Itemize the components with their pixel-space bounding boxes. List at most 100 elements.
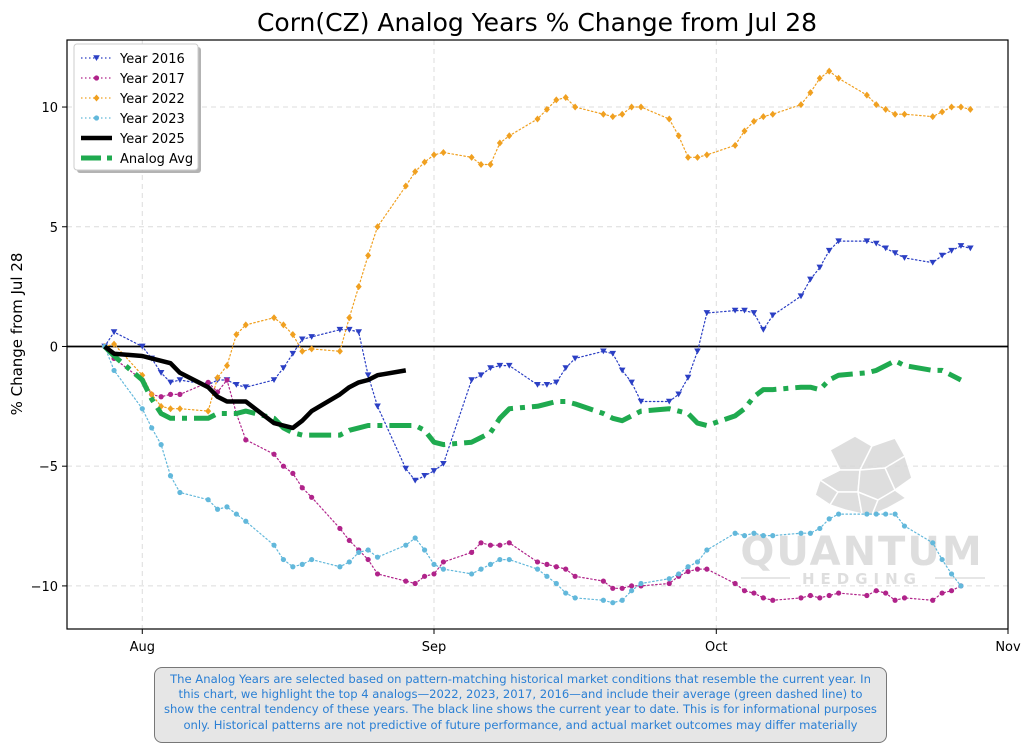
data-point <box>280 463 287 469</box>
data-point <box>403 542 409 548</box>
data-point <box>177 489 183 496</box>
data-point <box>675 132 682 140</box>
legend-label: Year 2023 <box>119 112 185 127</box>
data-point <box>816 74 823 82</box>
data-point <box>769 110 776 118</box>
data-point <box>863 238 871 245</box>
data-point <box>497 556 503 563</box>
data-point <box>817 525 823 532</box>
data-point <box>741 307 748 314</box>
data-point <box>665 398 673 405</box>
y-tick-label: 10 <box>41 101 58 116</box>
data-point <box>901 110 908 118</box>
data-point <box>685 564 691 570</box>
data-point <box>572 103 579 111</box>
data-point <box>562 93 569 101</box>
data-point <box>271 451 277 457</box>
data-point <box>346 559 352 565</box>
data-point <box>666 576 672 582</box>
y-tick-label: 5 <box>50 221 58 236</box>
data-point <box>892 110 899 118</box>
watermark-subtitle: HEDGING <box>802 570 922 588</box>
data-point <box>836 511 842 517</box>
series-year-2023 <box>102 343 964 606</box>
data-point <box>958 583 964 589</box>
series-year-2016 <box>101 238 974 484</box>
data-point <box>356 549 362 555</box>
legend-label: Year 2025 <box>119 132 185 147</box>
data-point <box>836 590 842 596</box>
data-point <box>826 67 833 75</box>
data-point <box>835 238 842 245</box>
data-point <box>610 600 616 606</box>
data-point <box>939 556 945 563</box>
data-point <box>280 365 287 372</box>
data-point <box>685 153 692 161</box>
data-point <box>308 334 315 340</box>
data-point <box>431 571 437 577</box>
data-point <box>835 74 842 82</box>
data-point <box>967 245 974 252</box>
data-point <box>873 101 880 109</box>
data-point <box>506 556 512 563</box>
data-point <box>214 374 221 382</box>
data-point <box>205 407 212 415</box>
series-year-2025 <box>103 344 407 431</box>
data-point <box>938 252 946 259</box>
data-point <box>797 293 805 300</box>
data-point <box>336 326 344 333</box>
data-point <box>825 247 833 254</box>
data-point <box>469 571 475 577</box>
data-point <box>929 113 936 121</box>
data-point <box>478 566 484 572</box>
data-point <box>694 559 701 565</box>
data-point <box>703 151 710 159</box>
data-point <box>299 561 305 567</box>
data-point <box>883 590 889 596</box>
data-point <box>666 580 672 587</box>
data-point <box>290 564 296 570</box>
data-point <box>741 588 748 594</box>
data-point <box>289 331 296 338</box>
data-point <box>93 75 100 81</box>
data-point <box>600 597 606 603</box>
x-tick-label: Nov <box>995 640 1021 655</box>
data-point <box>741 533 748 539</box>
data-point <box>619 585 625 591</box>
data-point <box>901 523 908 529</box>
data-point <box>374 403 381 410</box>
y-ticks: −10 −5 0 5 10 <box>31 101 67 595</box>
data-point <box>901 595 908 601</box>
data-point <box>807 89 814 97</box>
data-point <box>205 497 211 503</box>
data-point <box>431 561 437 567</box>
data-point <box>271 314 278 322</box>
x-ticks: Aug Sep Oct Nov <box>130 629 1021 655</box>
data-point <box>337 525 343 532</box>
watermark-name: QUANTUM <box>740 529 983 575</box>
data-point <box>309 556 315 563</box>
legend-label: Year 2016 <box>119 52 185 67</box>
legend-entry: Year 2016 <box>81 52 185 67</box>
data-point <box>929 259 937 266</box>
data-point <box>638 580 644 587</box>
data-point <box>544 561 550 567</box>
data-point <box>948 571 955 577</box>
data-point <box>93 115 100 121</box>
data-point <box>223 362 230 370</box>
data-point <box>271 542 277 548</box>
data-point <box>864 592 870 599</box>
data-point <box>770 533 776 539</box>
data-point <box>741 127 748 135</box>
data-point <box>478 540 484 546</box>
data-point <box>798 530 804 536</box>
data-point <box>873 588 879 594</box>
data-point <box>346 314 353 322</box>
data-point <box>610 585 616 591</box>
data-point <box>497 542 503 548</box>
data-point <box>957 243 965 249</box>
legend-entry: Year 2017 <box>81 72 185 87</box>
data-point <box>374 554 381 560</box>
data-point <box>365 556 371 563</box>
data-point <box>948 103 955 111</box>
